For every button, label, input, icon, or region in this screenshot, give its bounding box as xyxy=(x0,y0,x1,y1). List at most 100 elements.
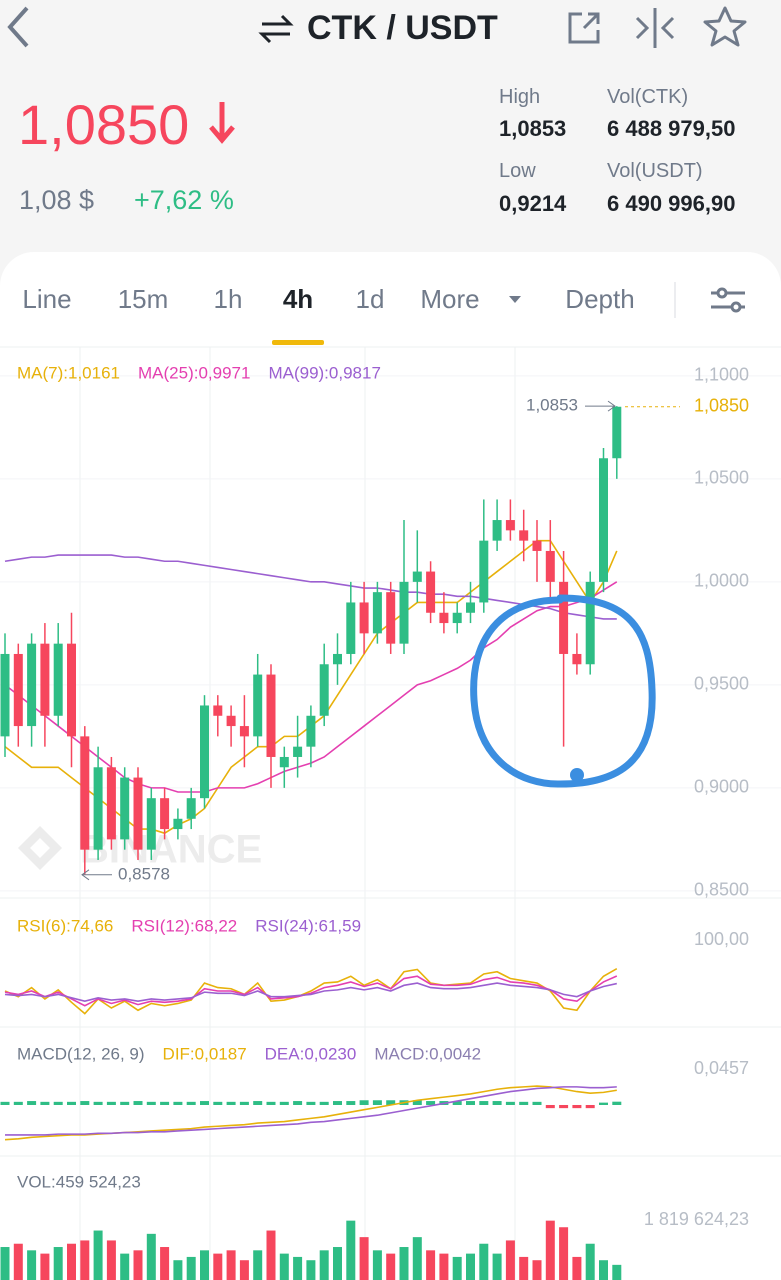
candle-body xyxy=(399,581,409,644)
macd-bar xyxy=(585,1104,595,1109)
candle-body xyxy=(492,520,502,541)
back-button[interactable] xyxy=(7,6,29,48)
more-caret[interactable] xyxy=(509,296,521,303)
legend-entry: MA(25):0,9971 xyxy=(138,363,250,382)
volume-bar xyxy=(146,1233,156,1280)
macd-bar xyxy=(319,1101,329,1105)
y-tick-label: 1 819 624,23 xyxy=(644,1209,749,1229)
macd-bar xyxy=(0,1101,10,1105)
macd-bar xyxy=(386,1100,396,1105)
candle-body xyxy=(519,530,529,541)
compare-icon[interactable] xyxy=(635,8,675,48)
volume-bar xyxy=(505,1240,515,1280)
macd-bar xyxy=(266,1101,276,1105)
candle-body xyxy=(173,818,183,830)
candle-body xyxy=(120,777,130,840)
min-marker-label: 0,8578 xyxy=(118,864,170,883)
candle-body xyxy=(359,602,369,634)
macd-bar xyxy=(106,1101,116,1105)
candle-body xyxy=(53,643,63,716)
volume-bar xyxy=(279,1253,289,1280)
candle-body xyxy=(505,520,515,531)
interval-tab[interactable]: 1d xyxy=(355,284,385,314)
volume-bar xyxy=(439,1253,449,1280)
volume-bar xyxy=(466,1253,475,1280)
price-down-arrow xyxy=(209,102,235,144)
volume-bar xyxy=(346,1220,356,1280)
low-label: Low xyxy=(499,160,536,182)
volume-bar xyxy=(412,1237,422,1280)
volume-bar xyxy=(186,1256,196,1280)
macd-bar xyxy=(492,1101,502,1105)
macd-bar xyxy=(333,1101,342,1105)
min-marker-head xyxy=(81,869,90,881)
candle-body xyxy=(40,643,50,716)
interval-tab[interactable]: 1h xyxy=(213,284,243,314)
volume-bar xyxy=(386,1253,396,1280)
vol-base-value: 6 488 979,50 xyxy=(607,116,736,141)
legend-entry: MACD:0,0042 xyxy=(374,1044,481,1063)
settings-icon[interactable] xyxy=(711,287,745,313)
y-tick-label: 1,0500 xyxy=(694,468,749,488)
high-value: 1,0853 xyxy=(499,116,567,141)
macd-bar xyxy=(253,1101,263,1105)
volume-bar xyxy=(612,1264,622,1280)
interval-tab[interactable]: Line xyxy=(22,284,72,314)
candle-body xyxy=(146,798,156,850)
candle-body xyxy=(386,592,396,644)
candle-body xyxy=(372,592,382,634)
macd-bar xyxy=(93,1101,103,1105)
candle-body xyxy=(67,643,76,737)
legend-entry: RSI(6):74,66 xyxy=(17,916,113,935)
volume-bar xyxy=(333,1247,342,1280)
volume-bar xyxy=(599,1260,608,1280)
layout-lines xyxy=(0,282,781,1280)
volume-bar xyxy=(200,1250,209,1280)
macd-bar xyxy=(505,1101,515,1105)
macd-bar xyxy=(479,1101,489,1105)
interval-tab[interactable]: 15m xyxy=(117,284,169,314)
max-marker-head xyxy=(607,400,616,412)
candle-body xyxy=(532,540,542,551)
macd-bar xyxy=(372,1100,382,1105)
candle-body xyxy=(572,653,582,665)
macd-bar xyxy=(572,1104,582,1109)
candle-body xyxy=(412,571,422,582)
macd-bar xyxy=(213,1101,223,1105)
macd-line xyxy=(5,1086,617,1136)
candle-body xyxy=(186,798,196,819)
legend-entry: DIF:0,0187 xyxy=(163,1044,247,1063)
macd-bar xyxy=(359,1100,369,1105)
volume-bar xyxy=(585,1243,595,1280)
volume-bar xyxy=(519,1256,529,1280)
candle-body xyxy=(479,540,489,603)
macd-bar xyxy=(186,1101,196,1105)
favorite-icon[interactable] xyxy=(703,6,747,47)
candle-body xyxy=(559,581,569,654)
legend-entry: VOL:459 524,23 xyxy=(17,1172,141,1191)
volume-bar xyxy=(40,1253,50,1280)
volume-bar xyxy=(133,1250,143,1280)
volume-bar xyxy=(372,1250,382,1280)
price-line-label: 1,0850 xyxy=(694,395,749,415)
interval-tab[interactable]: Depth xyxy=(565,284,635,314)
volume-bar xyxy=(492,1253,502,1280)
legend-entry: RSI(24):61,59 xyxy=(255,916,361,935)
legend-entry: MACD(12, 26, 9) xyxy=(17,1044,145,1063)
price-usd: 1,08 $ xyxy=(19,185,95,215)
vol-quote-value: 6 490 996,90 xyxy=(607,191,736,216)
interval-tab[interactable]: 4h xyxy=(282,284,314,314)
candle-body xyxy=(585,581,595,665)
macd-bar xyxy=(532,1101,542,1105)
volume-bar xyxy=(226,1250,236,1280)
share-icon[interactable] xyxy=(568,12,600,44)
y-tick-label: 1,1000 xyxy=(694,365,749,385)
max-marker-label: 1,0853 xyxy=(526,396,578,415)
candle-body xyxy=(612,406,622,459)
volume-bar xyxy=(479,1243,489,1280)
y-tick-label: 0,8500 xyxy=(694,880,749,900)
interval-tab[interactable]: More xyxy=(420,284,480,314)
swap-icon[interactable] xyxy=(258,14,294,44)
rsi-line xyxy=(4,982,617,1003)
